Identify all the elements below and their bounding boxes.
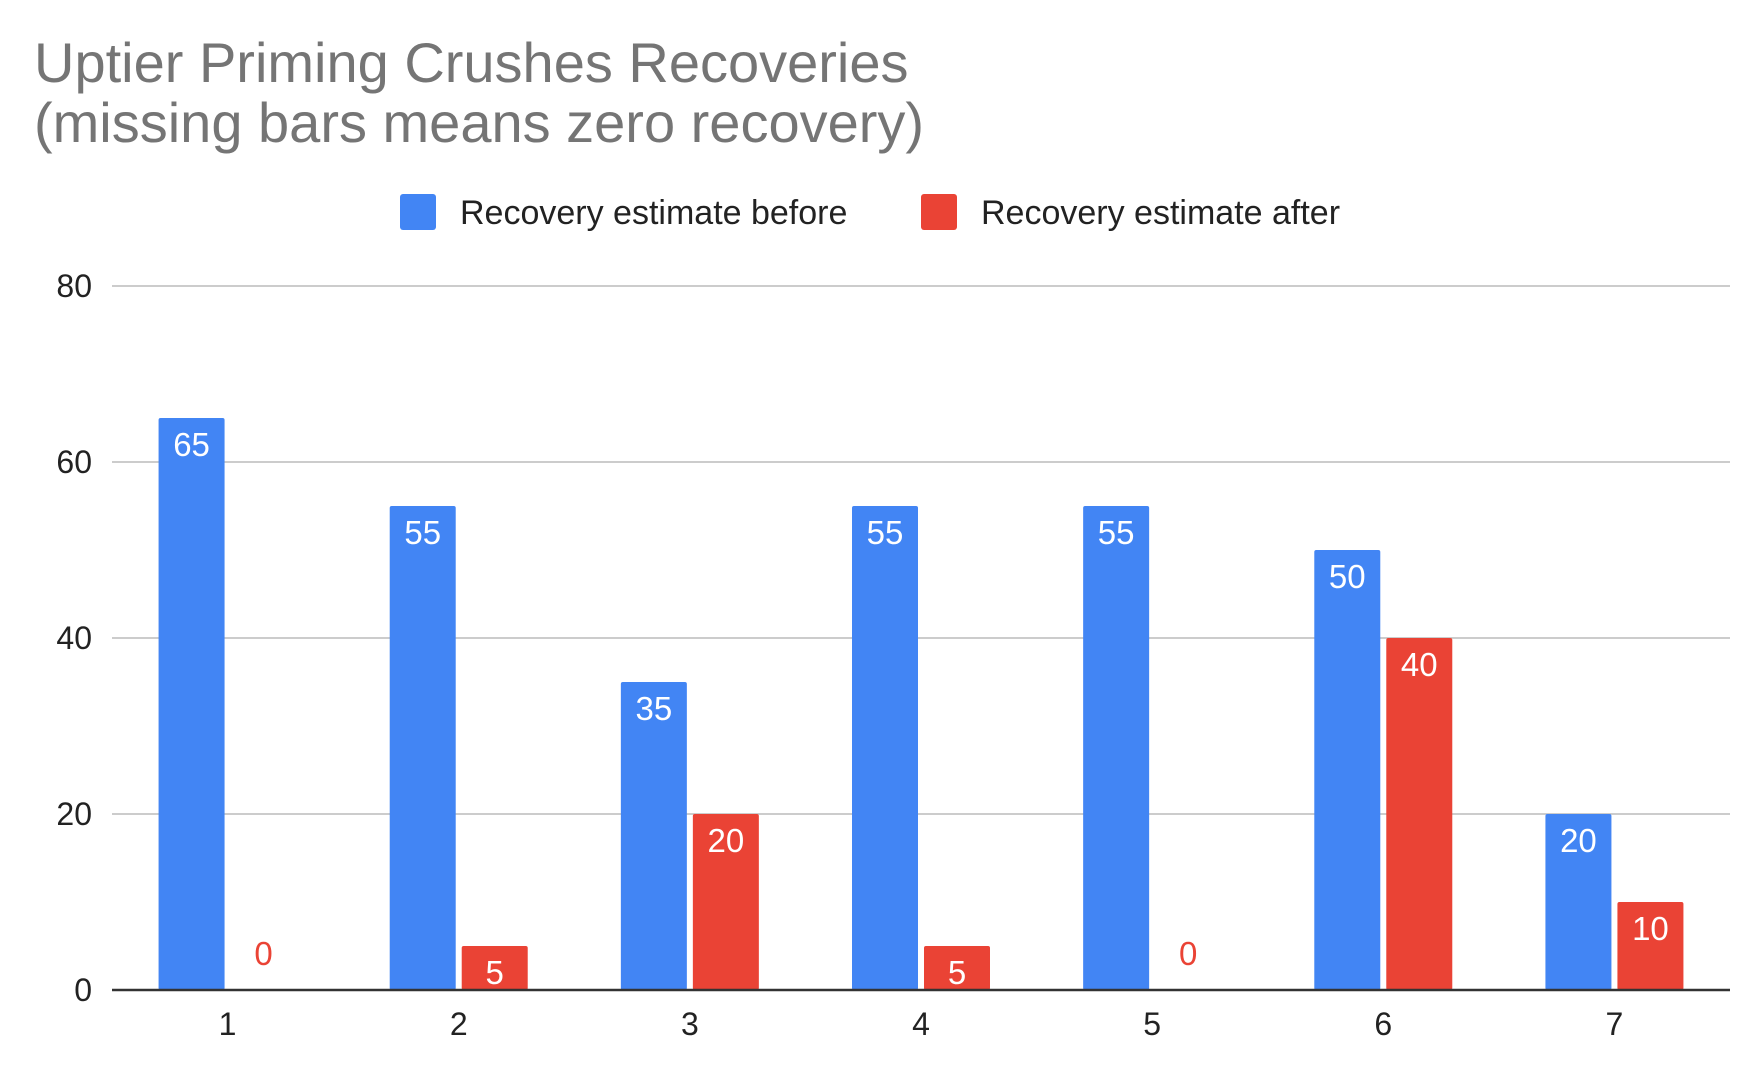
x-tick-label: 2 [450, 1006, 468, 1042]
bar-before [852, 506, 918, 990]
bar-after [461, 946, 528, 990]
legend-label-before: Recovery estimate before [460, 194, 847, 232]
bar-data-label: 65 [173, 426, 210, 463]
y-tick-label: 20 [56, 796, 92, 832]
legend-swatch-after [921, 194, 957, 230]
bar-before [1545, 814, 1612, 990]
x-tick-label: 1 [219, 1006, 237, 1042]
x-tick-label: 3 [681, 1006, 699, 1042]
legend: Recovery estimate before Recovery estima… [400, 194, 1340, 232]
bar-after [692, 814, 759, 990]
x-axis-ticks: 1 2 3 4 5 6 7 [219, 1006, 1624, 1042]
bar-before [620, 682, 687, 990]
x-tick-label: 7 [1606, 1006, 1624, 1042]
bar-before [389, 506, 456, 990]
bar-data-label: 10 [1632, 910, 1669, 947]
bar-data-label: 5 [948, 954, 966, 991]
bar-after [1617, 902, 1684, 990]
bar-after [924, 946, 990, 990]
gridlines [112, 285, 1730, 815]
legend-label-after: Recovery estimate after [981, 194, 1340, 232]
chart-title: Uptier Priming Crushes Recoveries [34, 31, 909, 94]
bar-data-label: 40 [1401, 646, 1438, 683]
bar-data-label: 0 [254, 935, 272, 972]
bar-data-label: 0 [1179, 935, 1197, 972]
y-tick-label: 60 [56, 444, 92, 480]
y-tick-label: 0 [74, 972, 92, 1008]
bar-data-label: 55 [1098, 514, 1135, 551]
bar-data-label: 55 [867, 514, 904, 551]
bar-before [1083, 506, 1150, 990]
bar-before [1314, 550, 1381, 990]
bar-data-label: 20 [1560, 822, 1597, 859]
bar-data-label: 50 [1329, 558, 1366, 595]
y-axis-ticks: 0 20 40 60 80 [56, 268, 92, 1008]
bar-after [1386, 638, 1453, 990]
y-tick-label: 80 [56, 268, 92, 304]
x-tick-label: 6 [1374, 1006, 1392, 1042]
bar-data-label: 20 [707, 822, 744, 859]
bars [158, 418, 1684, 990]
chart-subtitle: (missing bars means zero recovery) [34, 91, 924, 154]
bar-data-label: 55 [404, 514, 441, 551]
x-tick-label: 5 [1143, 1006, 1161, 1042]
bar-data-label: 5 [486, 954, 504, 991]
y-tick-label: 40 [56, 620, 92, 656]
legend-swatch-before [400, 194, 436, 230]
bar-before [158, 418, 225, 990]
bar-data-label: 35 [635, 690, 672, 727]
x-tick-label: 4 [912, 1006, 930, 1042]
